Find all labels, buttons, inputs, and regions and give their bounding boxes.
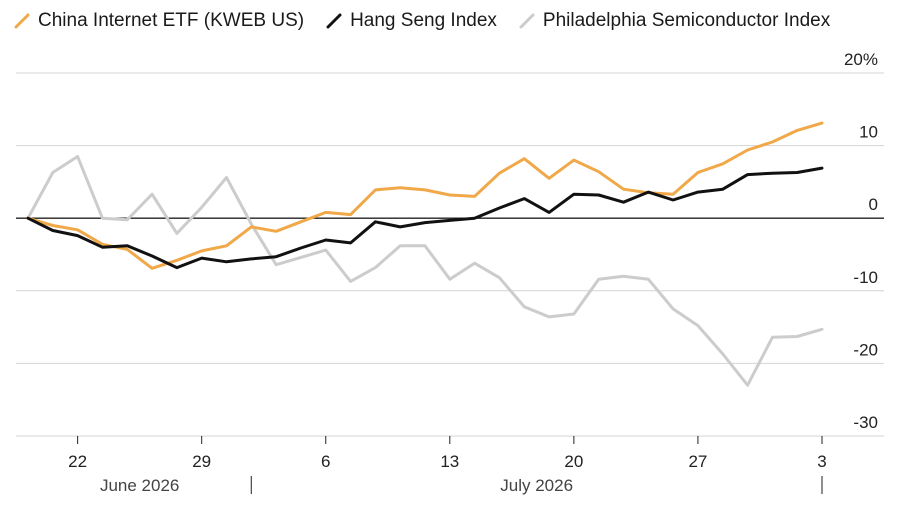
legend-item-sox: Philadelphia Semiconductor Index bbox=[519, 10, 830, 32]
y-tick-label: 0 bbox=[869, 195, 878, 214]
x-tick-label: 20 bbox=[564, 452, 583, 471]
series-line-hang-seng bbox=[26, 166, 824, 270]
x-tick-label: 22 bbox=[68, 452, 87, 471]
legend-label-hang-seng: Hang Seng Index bbox=[350, 10, 497, 31]
chart-legend: China Internet ETF (KWEB US) Hang Seng I… bbox=[14, 8, 830, 34]
y-tick-label: -10 bbox=[853, 268, 878, 287]
legend-swatch-kweb bbox=[14, 13, 30, 29]
y-tick-label: 20% bbox=[844, 50, 878, 69]
x-tick-label: 27 bbox=[688, 452, 707, 471]
y-tick-label: -20 bbox=[853, 340, 878, 359]
series-line-sox bbox=[26, 155, 824, 387]
y-tick-labels: 20% 10 0 -10 -20 -30 bbox=[844, 50, 878, 432]
legend-item-kweb: China Internet ETF (KWEB US) bbox=[14, 10, 304, 32]
x-tick-label: 13 bbox=[440, 452, 459, 471]
legend-item-hang-seng: Hang Seng Index bbox=[326, 10, 497, 32]
x-tick-label: 29 bbox=[192, 452, 211, 471]
legend-swatch-hang-seng bbox=[326, 13, 342, 29]
y-tick-label: -30 bbox=[853, 413, 878, 432]
series-lines bbox=[26, 121, 824, 387]
month-label: June 2026 bbox=[100, 476, 179, 495]
legend-swatch-sox bbox=[519, 13, 535, 29]
x-tick-label: 6 bbox=[321, 452, 330, 471]
month-label: July 2026 bbox=[500, 476, 573, 495]
y-tick-label: 10 bbox=[859, 123, 878, 142]
series-line-kweb bbox=[26, 121, 824, 270]
x-axis: 22 29 6 13 20 27 3 June 2026 July 2026 bbox=[68, 436, 827, 495]
legend-label-sox: Philadelphia Semiconductor Index bbox=[542, 10, 831, 31]
legend-label-kweb: China Internet ETF (KWEB US) bbox=[38, 10, 305, 31]
x-tick-label: 3 bbox=[817, 452, 826, 471]
